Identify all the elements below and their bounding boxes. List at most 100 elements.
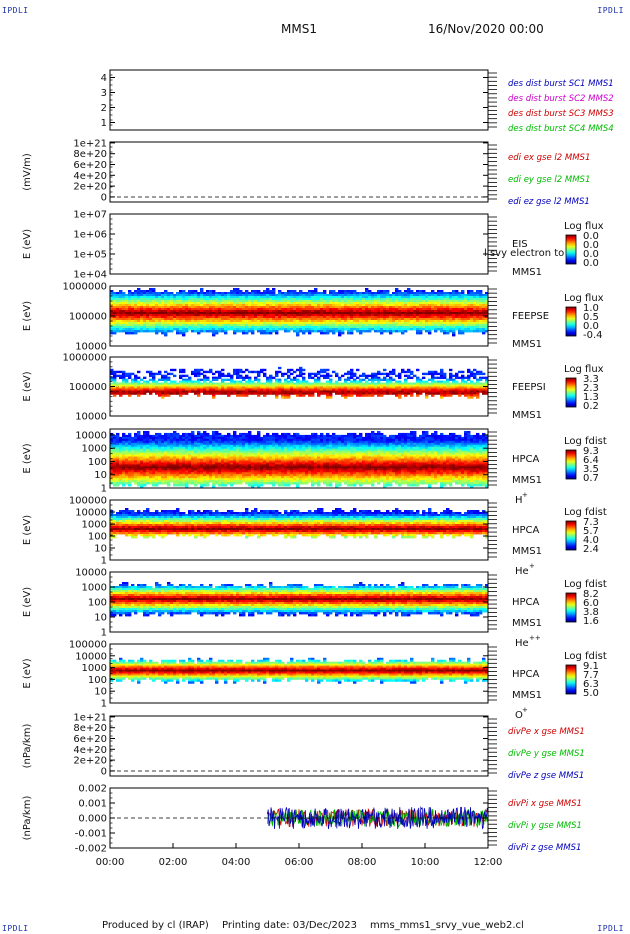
heatmap-cell: [185, 446, 189, 450]
heatmap-cell: [131, 298, 135, 301]
heatmap-cell: [257, 394, 261, 397]
heatmap-cell: [383, 390, 387, 393]
heatmap-cell: [365, 292, 369, 295]
spacecraft-label: MMS1: [512, 267, 542, 278]
heatmap-cell: [422, 322, 426, 325]
heatmap-cell: [443, 332, 447, 335]
heatmap-cell: [410, 298, 414, 301]
heatmap-cell: [152, 302, 156, 305]
heatmap-cell: [440, 370, 444, 374]
heatmap-cell: [113, 482, 117, 485]
heatmap-cell: [419, 296, 423, 299]
y-tick-label: 100000: [69, 382, 107, 393]
heatmap-cell: [146, 390, 150, 393]
heatmap-cell: [197, 370, 201, 374]
heatmap-cell: [182, 298, 186, 301]
heatmap-cell: [116, 322, 120, 325]
heatmap-cell: [146, 382, 150, 385]
heatmap-cell: [371, 296, 375, 299]
heatmap-cell: [158, 442, 162, 446]
heatmap-cell: [119, 448, 123, 452]
heatmap-cell: [191, 328, 195, 331]
heatmap-cell: [164, 474, 168, 477]
heatmap-cell: [296, 296, 300, 299]
heatmap-cell: [434, 390, 438, 393]
heatmap-cell: [122, 318, 126, 321]
heatmap-cell: [461, 326, 465, 329]
heatmap-cell: [401, 316, 405, 319]
heatmap-cell: [200, 444, 204, 448]
heatmap-cell: [137, 454, 141, 457]
heatmap-cell: [356, 304, 360, 307]
heatmap-cell: [380, 308, 384, 311]
heatmap-cell: [155, 380, 159, 383]
heatmap-cell: [146, 458, 150, 461]
heatmap-cell: [164, 320, 168, 323]
heatmap-cell: [383, 290, 387, 293]
heatmap-cell: [392, 296, 396, 299]
heatmap-cell: [155, 306, 159, 309]
heatmap-cell: [362, 386, 366, 389]
heatmap-cell: [176, 300, 180, 303]
heatmap-cell: [134, 468, 138, 471]
heatmap-cell: [347, 372, 351, 376]
heatmap-cell: [170, 446, 174, 450]
heatmap-cell: [284, 308, 288, 311]
heatmap-cell: [206, 290, 210, 293]
heatmap-cell: [245, 306, 249, 309]
heatmap-cell: [431, 298, 435, 301]
heatmap-cell: [293, 330, 297, 333]
heatmap-cell: [239, 306, 243, 309]
heatmap-cell: [131, 302, 135, 305]
heatmap-cell: [167, 382, 171, 385]
heatmap-cell: [389, 310, 393, 313]
heatmap-cell: [407, 318, 411, 321]
heatmap-cell: [155, 448, 159, 452]
heatmap-cell: [458, 318, 462, 321]
heatmap-cell: [311, 394, 315, 397]
heatmap-cell: [329, 304, 333, 307]
heatmap-cell: [212, 392, 216, 395]
heatmap-cell: [455, 384, 459, 387]
heatmap-cell: [398, 292, 402, 295]
heatmap-cell: [341, 382, 345, 385]
heatmap-cell: [140, 474, 144, 477]
heatmap-cell: [149, 448, 153, 452]
heatmap-cell: [479, 390, 483, 393]
heatmap-cell: [188, 308, 192, 311]
heatmap-cell: [179, 442, 183, 446]
heatmap-cell: [308, 388, 312, 391]
heatmap-cell: [146, 308, 150, 311]
heatmap-cell: [287, 376, 291, 380]
heatmap-cell: [197, 392, 201, 395]
heatmap-cell: [449, 328, 453, 331]
heatmap-cell: [221, 300, 225, 303]
heatmap-cell: [245, 328, 249, 331]
heatmap-cell: [179, 294, 183, 297]
heatmap-cell: [326, 394, 330, 397]
heatmap-cell: [326, 296, 330, 299]
heatmap-cell: [119, 386, 123, 389]
heatmap-cell: [371, 312, 375, 315]
heatmap-cell: [212, 376, 216, 380]
heatmap-cell: [260, 382, 264, 385]
heatmap-cell: [122, 444, 126, 448]
heatmap-cell: [434, 324, 438, 327]
heatmap-cell: [326, 368, 330, 372]
heatmap-cell: [182, 370, 186, 374]
heatmap-cell: [110, 440, 114, 444]
heatmap-cell: [368, 386, 372, 389]
heatmap-cell: [269, 302, 273, 305]
heatmap-cell: [305, 384, 309, 387]
heatmap-cell: [173, 434, 177, 438]
heatmap-cell: [188, 380, 192, 383]
heatmap-cell: [452, 310, 456, 313]
heatmap-cell: [473, 312, 477, 315]
heatmap-cell: [302, 306, 306, 309]
heatmap-cell: [200, 324, 204, 327]
heatmap-cell: [140, 290, 144, 293]
heatmap-cell: [455, 294, 459, 297]
heatmap-cell: [473, 372, 477, 376]
heatmap-cell: [191, 310, 195, 313]
heatmap-cell: [257, 306, 261, 309]
